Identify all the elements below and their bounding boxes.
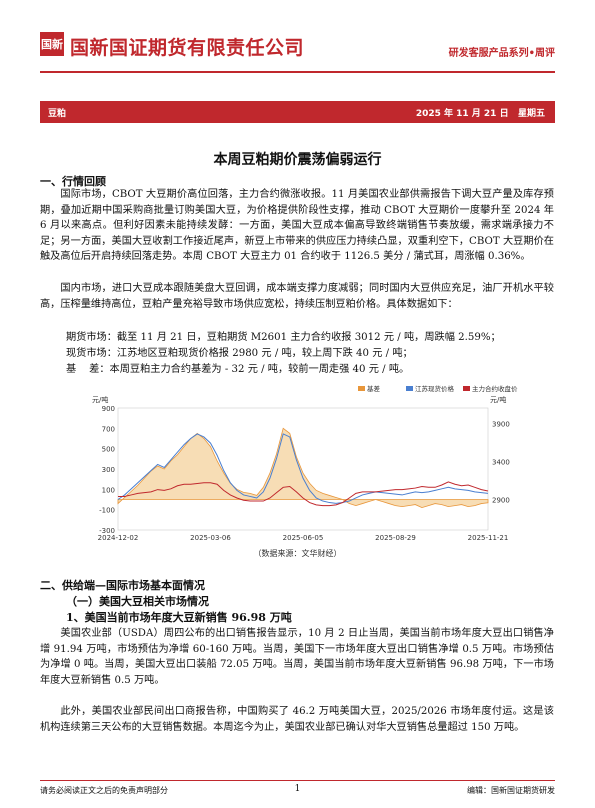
plot-frame	[117, 407, 489, 531]
legend-label: 主力合约收盘价	[472, 384, 518, 393]
report-category: 豆粕	[48, 109, 67, 119]
right-tick-label: 2900	[492, 497, 510, 505]
header-rule	[40, 71, 555, 73]
footer-disclaimer: 请务必阅读正文之后的免责声明部分	[40, 786, 168, 795]
paragraph-china-purchase: 此外，美国农业部民间出口商报告称，中国购买了 46.2 万吨美国大豆，2025/…	[40, 706, 554, 733]
left-tick-label: 700	[102, 425, 115, 433]
legend-label: 江苏现货价格	[415, 384, 455, 393]
left-tick-label: 900	[102, 405, 115, 413]
footer-editor: 编辑：国新国证期货研发	[467, 786, 555, 795]
series-basis-area	[117, 427, 489, 509]
x-tick-label: 2025-06-05	[283, 534, 324, 542]
paragraph-usda-sales: 美国农业部（USDA）周四公布的出口销售报告显示，10 月 2 日止当周，美国当…	[40, 628, 554, 686]
chart-source: （数据来源：文华财经）	[253, 549, 342, 558]
legend-swatch	[463, 386, 470, 391]
right-axis-unit: 元/吨	[490, 395, 506, 404]
company-logo: 国新	[40, 32, 64, 56]
paragraph-domestic: 国内市场，进口大豆成本跟随美盘大豆回调，成本端支撑力度减弱；同时国内大豆供应充足…	[40, 283, 554, 310]
right-tick-label: 3400	[492, 458, 510, 466]
page-number: 1	[294, 784, 301, 794]
spot-market-line: 现货市场：江苏地区豆粕现货价格报 2980 元 / 吨，较上周下跌 40 元 /…	[66, 348, 413, 359]
x-tick-label: 2025-11-21	[468, 534, 509, 542]
futures-market-line: 期货市场：截至 11 月 21 日，豆粕期货 M2601 主力合约收报 3012…	[66, 332, 501, 343]
right-tick-label: 3900	[492, 420, 510, 428]
left-tick-label: 300	[102, 466, 115, 474]
report-title: 本周豆粕期价震荡偏弱运行	[213, 152, 382, 168]
left-tick-label: -300	[99, 527, 115, 535]
section-heading-1: 一、行情回顾	[40, 175, 106, 188]
legend-swatch	[406, 386, 413, 391]
company-name: 国新国证期货有限责任公司	[70, 37, 305, 59]
footer-rule	[40, 780, 555, 781]
x-tick-label: 2025-03-06	[190, 534, 231, 542]
x-tick-label: 2025-08-29	[375, 534, 416, 542]
x-tick-label: 2024-12-02	[98, 534, 139, 542]
report-date: 2025 年 11 月 21 日 星期五	[415, 109, 545, 119]
subsection-item-heading: 1、美国当前市场年度大豆新销售 96.98 万吨	[66, 611, 292, 624]
legend-label: 基差	[367, 384, 381, 393]
series-futures-line	[118, 481, 489, 507]
report-series: 研发客服产品系列•周评	[448, 48, 555, 59]
series-spot-line	[117, 433, 489, 504]
left-tick-label: 100	[102, 486, 115, 494]
price-basis-chart: 900 700 500 300 100 -100 -300 3900 3400 2900 2024-…	[92, 384, 518, 542]
left-tick-label: -100	[99, 507, 115, 515]
basis-line: 基 差：本周豆粕主力合约基差为 - 32 元 / 吨，较前一周走强 40 元 /…	[66, 364, 410, 375]
left-axis-unit: 元/吨	[92, 395, 108, 404]
paragraph-international: 国际市场，CBOT 大豆期价高位回落，主力合约微涨收报。11 月美国农业部供需报…	[40, 189, 554, 263]
report-band: 豆粕 2025 年 11 月 21 日 星期五	[40, 101, 555, 123]
legend-swatch	[358, 386, 365, 391]
section-heading-2: 二、供给端—国际市场基本面情况	[40, 579, 205, 592]
left-tick-label: 500	[102, 446, 115, 454]
subsection-heading: （一）美国大豆相关市场情况	[66, 595, 209, 608]
